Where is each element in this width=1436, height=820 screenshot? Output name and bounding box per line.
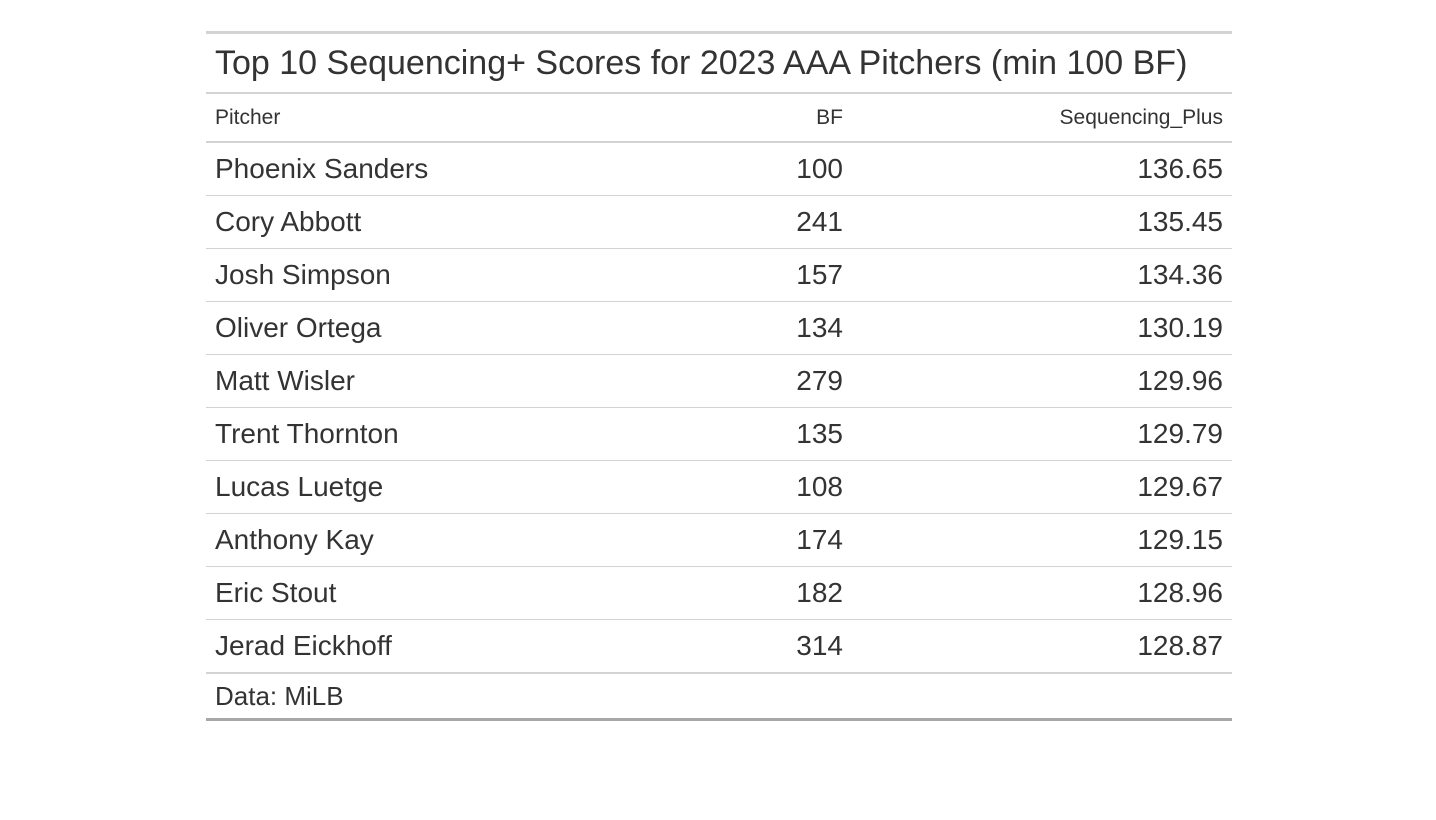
cell-sequencing-plus: 128.87 bbox=[852, 619, 1232, 673]
cell-pitcher: Eric Stout bbox=[206, 566, 704, 620]
table-row: Phoenix Sanders 100 136.65 bbox=[206, 142, 1232, 196]
column-header-row: Pitcher BF Sequencing_Plus bbox=[206, 93, 1232, 143]
table-row: Anthony Kay 174 129.15 bbox=[206, 513, 1232, 567]
cell-pitcher: Phoenix Sanders bbox=[215, 153, 429, 184]
cell-bf: 134 bbox=[704, 301, 852, 355]
cell-bf: 241 bbox=[704, 195, 852, 249]
cell-pitcher: Jerad Eickhoff bbox=[206, 619, 704, 673]
table-row: Oliver Ortega 134 130.19 bbox=[206, 301, 1232, 355]
cell-pitcher: Trent Thornton bbox=[206, 407, 704, 461]
cell-pitcher: Anthony Kay bbox=[206, 513, 704, 567]
cell-sequencing-plus: 135.45 bbox=[852, 195, 1232, 249]
sequencing-table: Top 10 Sequencing+ Scores for 2023 AAA P… bbox=[206, 31, 1232, 721]
cell-sequencing-plus: 129.96 bbox=[852, 354, 1232, 408]
cell-bf: 174 bbox=[704, 513, 852, 567]
table-body: Phoenix Sanders 100 136.65 Cory Abbott 241 13… bbox=[206, 142, 1232, 673]
table-row: Jerad Eickhoff 314 128.87 bbox=[206, 619, 1232, 673]
cell-bf: 314 bbox=[704, 619, 852, 673]
table-row: Matt Wisler 279 129.96 bbox=[206, 354, 1232, 408]
table-row: Trent Thornton 135 129.79 bbox=[206, 407, 1232, 461]
source-note: Data: MiLB bbox=[206, 672, 1232, 720]
cell-pitcher: Josh Simpson bbox=[206, 248, 704, 302]
column-header-bf: BF bbox=[704, 93, 852, 143]
cell-sequencing-plus: 129.15 bbox=[852, 513, 1232, 567]
table-row: Josh Simpson 157 134.36 bbox=[206, 248, 1232, 302]
cell-sequencing-plus: 130.19 bbox=[852, 301, 1232, 355]
cell-pitcher: Matt Wisler bbox=[206, 354, 704, 408]
cell-pitcher: Cory Abbott bbox=[206, 195, 704, 249]
sequencing-table-container: Top 10 Sequencing+ Scores for 2023 AAA P… bbox=[206, 31, 1232, 721]
cell-sequencing-plus: 134.36 bbox=[852, 248, 1232, 302]
cell-sequencing-plus: 136.65 bbox=[1137, 153, 1223, 184]
cell-bf: 108 bbox=[704, 460, 852, 514]
cell-bf: 182 bbox=[704, 566, 852, 620]
title-row: Top 10 Sequencing+ Scores for 2023 AAA P… bbox=[206, 32, 1232, 94]
table-title: Top 10 Sequencing+ Scores for 2023 AAA P… bbox=[206, 32, 1232, 94]
table-row: Cory Abbott 241 135.45 bbox=[206, 195, 1232, 249]
cell-bf: 135 bbox=[704, 407, 852, 461]
column-header-pitcher: Pitcher bbox=[206, 93, 704, 143]
cell-pitcher: Lucas Luetge bbox=[206, 460, 704, 514]
cell-sequencing-plus: 129.67 bbox=[852, 460, 1232, 514]
column-header-sequencing-plus: Sequencing_Plus bbox=[852, 93, 1232, 143]
cell-pitcher: Oliver Ortega bbox=[206, 301, 704, 355]
cell-sequencing-plus: 129.79 bbox=[852, 407, 1232, 461]
cell-bf: 100 bbox=[796, 153, 843, 184]
cell-bf: 157 bbox=[704, 248, 852, 302]
cell-sequencing-plus: 128.96 bbox=[852, 566, 1232, 620]
source-note-row: Data: MiLB bbox=[206, 672, 1232, 720]
cell-bf: 279 bbox=[704, 354, 852, 408]
table-row: Eric Stout 182 128.96 bbox=[206, 566, 1232, 620]
table-row: Lucas Luetge 108 129.67 bbox=[206, 460, 1232, 514]
